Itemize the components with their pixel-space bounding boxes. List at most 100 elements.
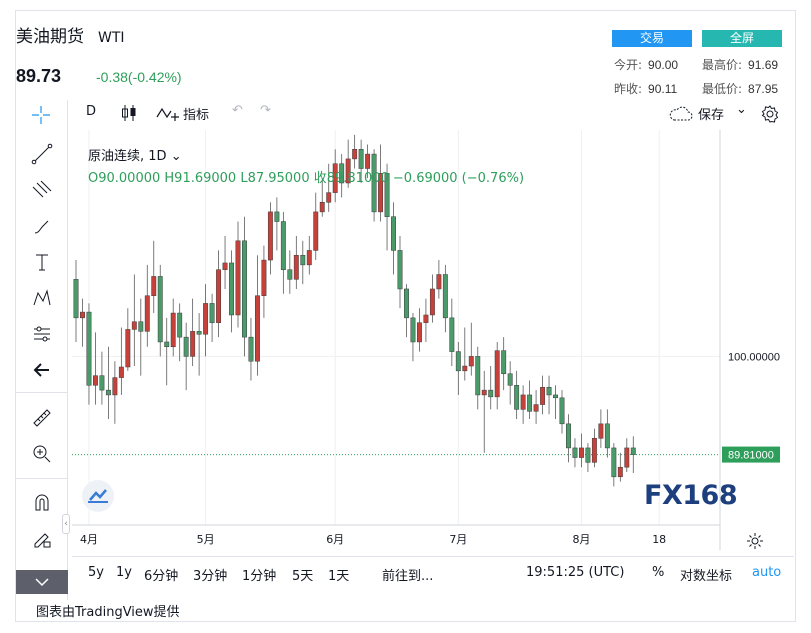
last-price: 89.73	[16, 66, 62, 86]
indicators-button[interactable]: 指标	[183, 108, 210, 123]
fib-retracement-icon[interactable]	[30, 178, 54, 202]
candle-down	[604, 423, 610, 449]
candle-up	[80, 311, 85, 319]
legend-chevron-down-icon[interactable]: ⌄	[166, 149, 182, 164]
goto-date-button[interactable]: 前往到...	[382, 569, 434, 584]
prediction-icon[interactable]	[30, 322, 54, 346]
tradingview-attribution[interactable]: 图表由TradingView提供	[36, 605, 180, 620]
last-price-label-bg	[722, 446, 780, 463]
percent-scale-toggle[interactable]: %	[652, 565, 665, 580]
candle-down	[183, 336, 189, 357]
redo-icon[interactable]: ↷	[260, 103, 271, 118]
range-button[interactable]: 1分钟	[242, 569, 277, 584]
text-icon[interactable]	[30, 250, 54, 274]
stat-high-value: 91.69	[748, 58, 779, 72]
stat-low-label: 最低价:	[702, 82, 743, 96]
toolbar-divider	[16, 392, 68, 393]
candle-up	[203, 303, 209, 335]
indicators-icon[interactable]	[155, 103, 181, 123]
candle-down	[611, 447, 617, 478]
fullscreen-button[interactable]: 全屏	[702, 30, 782, 47]
candle-up	[151, 276, 157, 296]
candle-down	[559, 397, 565, 425]
zoom-in-icon[interactable]	[30, 442, 54, 466]
log-scale-toggle[interactable]: 对数坐标	[680, 569, 733, 584]
brush-icon[interactable]	[30, 214, 54, 238]
candle-up	[591, 438, 597, 463]
series-name: 原油连续	[88, 149, 141, 164]
candle-up	[617, 466, 623, 478]
candle-down	[397, 250, 403, 290]
magnet-icon[interactable]	[30, 490, 54, 514]
candle-up	[365, 153, 371, 169]
candle-down	[157, 276, 163, 343]
stat-low-value: 87.95	[748, 82, 779, 96]
candle-down	[209, 303, 215, 323]
price-chart[interactable]: 4月 5月 6月 7月 8月 18 100.00000 89.81000	[72, 130, 792, 550]
candle-down	[572, 447, 578, 458]
candle-up	[254, 295, 260, 362]
range-button[interactable]: 1天	[328, 569, 350, 584]
candle-down	[546, 386, 552, 396]
candle-down	[196, 331, 202, 335]
cloud-icon[interactable]	[668, 105, 694, 123]
candle-down	[280, 221, 286, 270]
candle-down	[566, 423, 571, 449]
hide-toolbar-chevron-icon[interactable]: ‹	[62, 514, 70, 534]
candle-down	[358, 149, 364, 169]
auto-scale-toggle[interactable]: auto	[752, 565, 782, 580]
back-arrow-icon[interactable]	[30, 358, 54, 382]
stat-open-label: 今开:	[614, 58, 643, 72]
candle-type-icon[interactable]	[120, 103, 138, 123]
candle-down	[371, 153, 377, 213]
stat-prev-close: 昨收: 90.11	[614, 80, 677, 97]
candle-down	[248, 336, 254, 362]
candle-down	[514, 385, 520, 410]
toolbar-divider	[16, 478, 68, 479]
range-button[interactable]: 6分钟	[144, 569, 179, 584]
interval-selector[interactable]: D	[86, 104, 97, 119]
candle-down	[105, 389, 111, 396]
candle-up	[624, 447, 630, 468]
ohlc-readout: O90.00000 H91.69000 L87.95000 收89.81000 …	[88, 171, 525, 186]
range-button[interactable]: 5天	[292, 569, 314, 584]
tradingview-logo-icon[interactable]	[82, 480, 114, 512]
candle-up	[235, 240, 241, 316]
axis-settings-gear-icon[interactable]	[746, 532, 764, 550]
candle-up	[144, 295, 150, 332]
candle-down	[449, 317, 455, 352]
ruler-icon[interactable]	[30, 406, 54, 430]
candle-down	[507, 373, 513, 386]
trendline-icon[interactable]	[30, 142, 54, 166]
series-legend[interactable]: 原油连续, 1D ⌄	[88, 145, 182, 164]
instrument-symbol: WTI	[98, 30, 125, 46]
candle-up	[468, 356, 474, 367]
range-button[interactable]: 5y	[88, 565, 104, 580]
candle-up	[267, 211, 273, 261]
candle-up	[462, 365, 468, 372]
trade-button[interactable]: 交易	[612, 30, 692, 47]
drawing-toolbar	[16, 100, 68, 600]
save-dropdown-chevron-icon[interactable]: ⌄	[736, 102, 747, 117]
pattern-icon[interactable]	[30, 286, 54, 310]
crosshair-icon[interactable]	[30, 104, 52, 126]
save-button[interactable]: 保存	[698, 108, 725, 123]
undo-icon[interactable]: ↶	[232, 103, 243, 118]
candle-down	[177, 312, 183, 338]
candle-down	[404, 288, 409, 319]
settings-gear-icon[interactable]	[760, 104, 780, 124]
range-button[interactable]: 1y	[116, 565, 132, 580]
collapse-toolbar-button[interactable]	[16, 570, 68, 594]
x-tick-label: 8月	[572, 533, 590, 546]
candle-down	[553, 394, 558, 399]
utc-clock[interactable]: 19:51:25 (UTC)	[526, 565, 625, 580]
fx168-watermark-text: FX168	[644, 480, 738, 511]
lock-drawing-icon[interactable]	[30, 526, 54, 550]
candle-up	[481, 389, 487, 396]
chart-grid	[72, 130, 720, 525]
y-tick-label: 100.00000	[728, 351, 780, 363]
range-button[interactable]: 3分钟	[193, 569, 228, 584]
candle-up	[378, 173, 384, 213]
price-change: -0.38(-0.42%)	[96, 69, 182, 85]
x-tick-label: 5月	[197, 533, 215, 546]
